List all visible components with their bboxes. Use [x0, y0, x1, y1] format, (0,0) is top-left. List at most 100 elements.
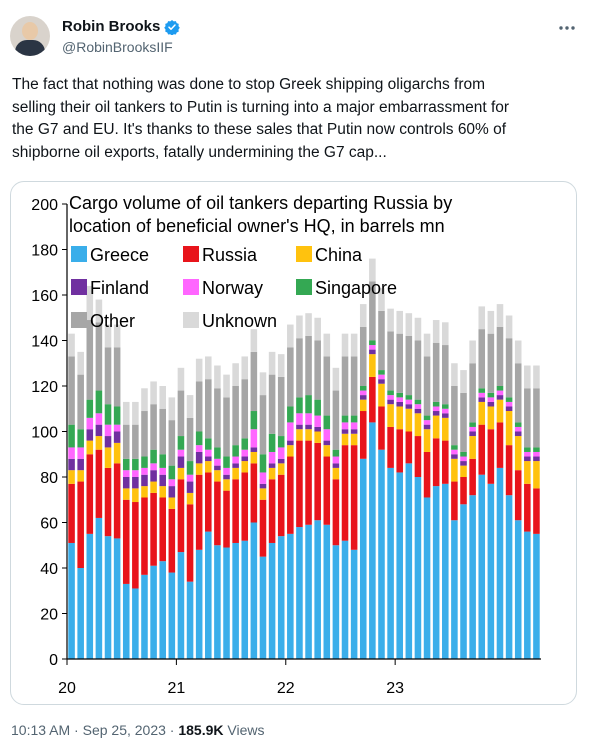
bar-segment-greece [132, 588, 139, 659]
bar-segment-norway [314, 415, 321, 427]
bar-segment-greece [141, 574, 148, 659]
bar-segment-singapore [277, 436, 285, 448]
bar-segment-norway [95, 413, 103, 425]
legend-label: Russia [202, 245, 258, 265]
bar-segment-norway [104, 424, 112, 437]
bar-segment-singapore [524, 447, 531, 452]
bar-segment-unknown [68, 333, 75, 357]
legend-swatch-china [296, 246, 312, 262]
bar-segment-finland [296, 424, 303, 430]
bar-segment-unknown [113, 324, 121, 348]
legend-swatch-singapore [296, 279, 312, 295]
bar-segment-russia [396, 429, 403, 473]
bar-segment-russia [414, 436, 422, 477]
bar-segment-other [205, 379, 212, 439]
bar-segment-china [451, 458, 458, 482]
bar-segment-singapore [214, 447, 221, 459]
bar-segment-china [305, 429, 312, 441]
bar-segment-greece [505, 495, 513, 659]
bar-segment-russia [514, 470, 522, 521]
more-options-icon[interactable] [555, 18, 579, 38]
bar-segment-singapore [159, 454, 166, 468]
bar-segment-singapore [496, 386, 504, 391]
bar-segment-greece [387, 467, 394, 659]
bar-segment-other [350, 356, 358, 416]
bar-segment-china [232, 467, 239, 480]
bar-segment-other [414, 340, 422, 400]
bar-segment-russia [505, 445, 513, 496]
avatar[interactable] [10, 16, 50, 56]
tweet-time[interactable]: 10:13 AM [11, 722, 71, 738]
bar-segment-russia [378, 406, 385, 450]
tweet-text-line: shipborne oil exports, fatally undermini… [12, 143, 387, 161]
author-handle[interactable]: @RobinBrooksIIF [62, 39, 173, 55]
bar-segment-unknown [104, 324, 112, 348]
bar-segment-russia [232, 479, 239, 543]
bar-segment-greece [423, 497, 431, 659]
bar-segment-finland [432, 411, 440, 416]
bar-segment-unknown [287, 324, 294, 348]
tweet-date[interactable]: Sep 25, 2023 [82, 722, 166, 738]
author-name[interactable]: Robin Brooks [62, 18, 161, 35]
bar-segment-singapore [241, 438, 249, 450]
x-tick-label: 23 [386, 680, 404, 697]
bar-segment-china [77, 470, 84, 482]
tweet-media-chart[interactable]: 0 20 40 60 80 100 120 140 160 180 200 20 21 22 23 Cargo… [10, 181, 577, 705]
bar-segment-other [77, 374, 84, 430]
bar-segment-china [487, 406, 495, 430]
bar-segment-china [250, 451, 258, 464]
bar-segment-singapore [369, 340, 376, 346]
bar-segment-unknown [505, 315, 513, 339]
bar-segment-china [113, 442, 121, 464]
bar-segment-greece [323, 524, 331, 659]
bar-segment-greece [259, 556, 267, 660]
bar-segment-greece [232, 542, 239, 659]
bar-segment-china [177, 467, 185, 480]
bar-segment-finland [460, 461, 467, 466]
bar-segment-greece [369, 422, 376, 659]
bar-segment-singapore [287, 406, 294, 423]
bar-segment-finland [287, 440, 294, 446]
bar-segment-greece [250, 522, 258, 659]
bar-segment-singapore [533, 447, 540, 452]
bar-segment-finland [451, 454, 458, 459]
bar-segment-singapore [505, 397, 513, 402]
bar-segment-unknown [168, 397, 176, 421]
legend-label: Unknown [202, 311, 277, 331]
bar-segment-norway [451, 449, 458, 455]
bar-segment-unknown [524, 365, 531, 389]
bar-segment-other [95, 322, 103, 391]
legend-swatch-russia [183, 246, 199, 262]
meta-separator: · [169, 722, 175, 738]
bar-segment-other [195, 381, 203, 432]
bar-segment-finland [77, 458, 84, 471]
bar-segment-singapore [314, 399, 321, 416]
bar-segment-other [122, 424, 130, 459]
bar-segment-greece [195, 549, 203, 659]
bar-segment-greece [287, 533, 294, 660]
bar-segment-norway [287, 422, 294, 441]
bar-segment-other [186, 417, 194, 462]
bar-segment-other [150, 404, 157, 450]
bar-segment-unknown [423, 333, 431, 357]
legend-swatch-other [71, 312, 87, 328]
avatar-face [22, 22, 38, 40]
legend-label: Other [90, 311, 135, 331]
bar-segment-china [296, 429, 303, 441]
bar-segment-russia [177, 479, 185, 553]
bar-segment-russia [469, 458, 476, 496]
bar-segment-finland [132, 477, 139, 489]
x-tick-label: 20 [58, 680, 76, 697]
bar-segment-norway [350, 422, 358, 430]
bar-segment-singapore [122, 458, 130, 471]
bar-segment-china [414, 413, 422, 437]
bar-segment-finland [442, 413, 449, 418]
bar-segment-china [95, 436, 103, 450]
bar-segment-greece [451, 520, 458, 659]
bar-segment-china [186, 492, 194, 505]
bar-segment-unknown [378, 288, 385, 311]
y-tick-label: 40 [40, 561, 58, 578]
bar-segment-norway [359, 390, 367, 396]
bar-segment-russia [460, 477, 467, 505]
bar-segment-china [104, 447, 112, 468]
